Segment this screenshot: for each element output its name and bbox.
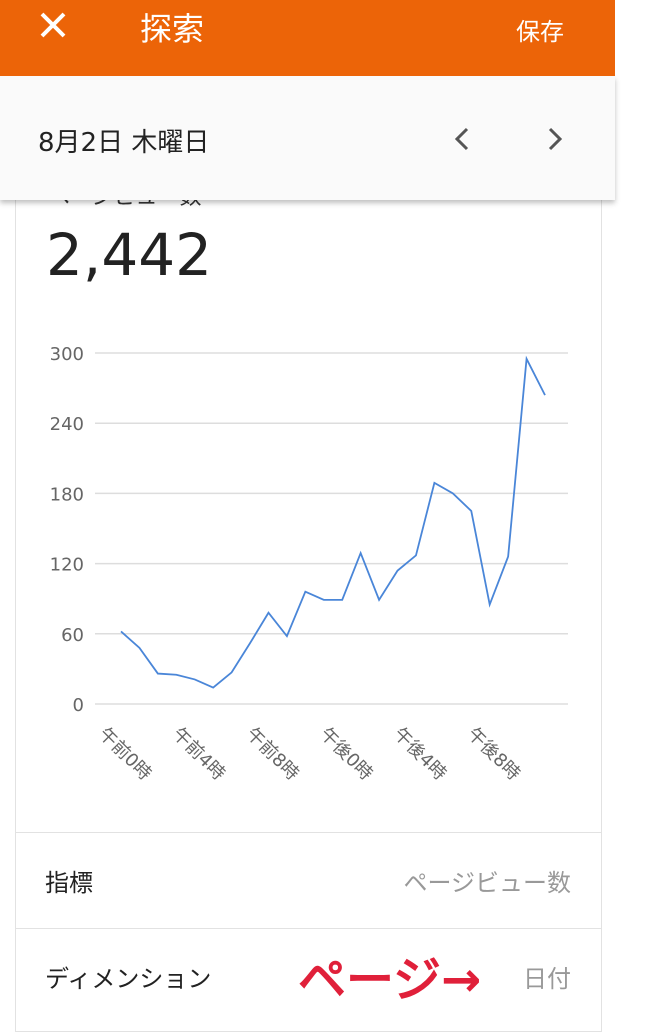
next-button[interactable] bbox=[545, 126, 565, 152]
metric-card: ページビュー数 2,442 bbox=[15, 150, 602, 1032]
x-tick-label: 午後0時 bbox=[316, 724, 377, 785]
y-tick-label: 240 bbox=[50, 414, 84, 435]
date-label: 8月2日 木曜日 bbox=[38, 128, 210, 158]
close-icon[interactable] bbox=[38, 10, 68, 40]
y-tick-label: 60 bbox=[61, 625, 84, 646]
y-tick-label: 120 bbox=[50, 555, 84, 576]
y-tick-label: 300 bbox=[50, 344, 84, 365]
row-label: ディメンション bbox=[45, 964, 212, 993]
date-bar: 8月2日 木曜日 bbox=[0, 76, 615, 200]
x-tick-label: 午後4時 bbox=[389, 724, 450, 785]
metric-row[interactable]: 指標 ページビュー数 bbox=[15, 832, 601, 927]
x-tick-label: 午後8時 bbox=[463, 724, 524, 785]
dimension-row[interactable]: ディメンション 日付 bbox=[15, 928, 601, 1023]
app-title: 探索 bbox=[140, 10, 205, 48]
data-line bbox=[120, 355, 546, 689]
row-value: 日付 bbox=[523, 964, 571, 993]
annotation: ページ→ bbox=[298, 952, 482, 1008]
metric-total: 2,442 bbox=[46, 221, 213, 289]
x-tick-label: 午前0時 bbox=[94, 724, 155, 785]
save-button[interactable]: 保存 bbox=[516, 18, 564, 46]
x-tick-label: 午前8時 bbox=[242, 724, 303, 785]
prev-button[interactable] bbox=[452, 126, 472, 152]
chart: 0 60 120 180 240 300 午前0時 午前4時 午前8時 午後0時 午後4時 午後8時 bbox=[50, 344, 568, 785]
x-tick-label: 午前4時 bbox=[168, 724, 229, 785]
row-value: ページビュー数 bbox=[403, 868, 571, 897]
row-label: 指標 bbox=[45, 868, 93, 897]
y-tick-label: 0 bbox=[73, 695, 84, 716]
app-bar: 探索 保存 bbox=[0, 0, 615, 76]
y-tick-label: 180 bbox=[50, 484, 84, 505]
